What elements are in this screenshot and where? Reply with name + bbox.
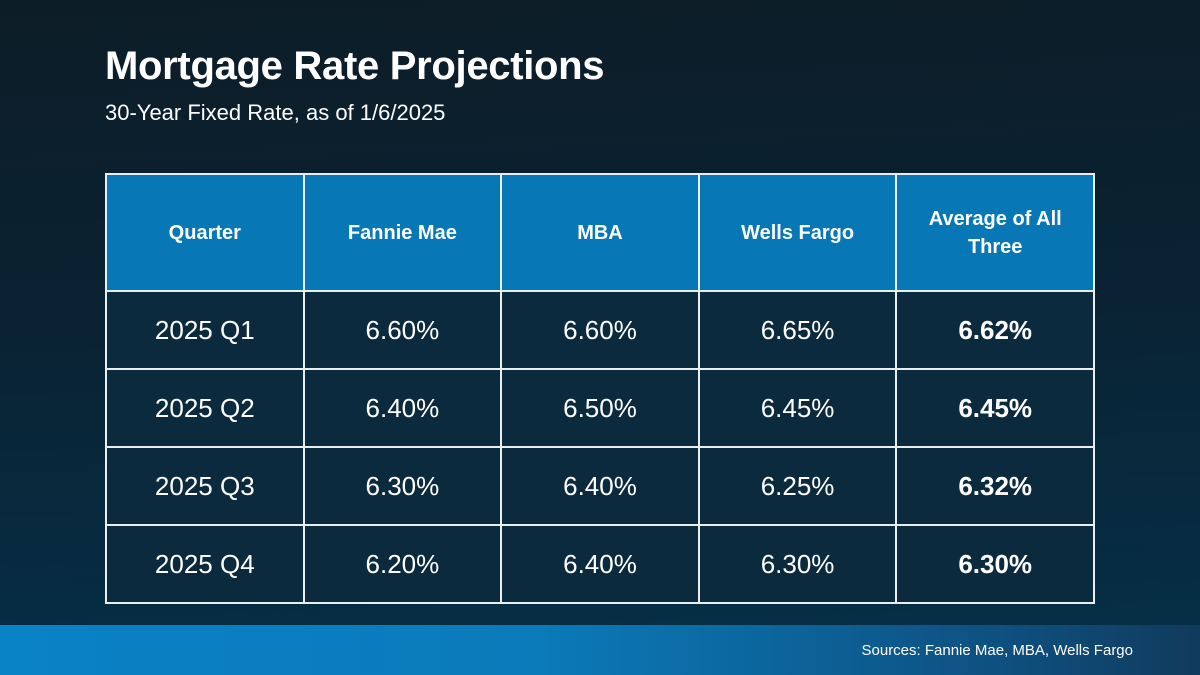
cell-quarter: 2025 Q4 bbox=[105, 524, 305, 604]
table-row: 2025 Q2 6.40% 6.50% 6.45% 6.45% bbox=[105, 368, 1095, 448]
cell-average: 6.30% bbox=[895, 524, 1095, 604]
page-subtitle: 30-Year Fixed Rate, as of 1/6/2025 bbox=[105, 100, 446, 125]
sources-text: Sources: Fannie Mae, MBA, Wells Fargo bbox=[861, 641, 1134, 659]
cell-average: 6.32% bbox=[895, 446, 1095, 526]
cell-mba: 6.60% bbox=[500, 290, 700, 370]
table-row: 2025 Q3 6.30% 6.40% 6.25% 6.32% bbox=[105, 446, 1095, 526]
footer-bar: Sources: Fannie Mae, MBA, Wells Fargo bbox=[0, 625, 1200, 675]
cell-wells-fargo: 6.25% bbox=[697, 446, 898, 526]
cell-quarter: 2025 Q2 bbox=[105, 368, 305, 448]
cell-mba: 6.50% bbox=[500, 368, 700, 448]
cell-fannie-mae: 6.30% bbox=[302, 446, 503, 526]
table-row: 2025 Q4 6.20% 6.40% 6.30% 6.30% bbox=[105, 524, 1095, 604]
cell-wells-fargo: 6.45% bbox=[697, 368, 898, 448]
page-title: Mortgage Rate Projections bbox=[105, 44, 605, 88]
cell-average: 6.62% bbox=[895, 290, 1095, 370]
cell-mba: 6.40% bbox=[500, 446, 700, 526]
cell-fannie-mae: 6.20% bbox=[302, 524, 503, 604]
table-header-row: Quarter Fannie Mae MBA Wells Fargo Avera… bbox=[105, 173, 1095, 292]
cell-average: 6.45% bbox=[895, 368, 1095, 448]
cell-quarter: 2025 Q3 bbox=[105, 446, 305, 526]
column-header-wells-fargo: Wells Fargo bbox=[697, 173, 898, 292]
column-header-average: Average of All Three bbox=[895, 173, 1095, 292]
column-header-mba: MBA bbox=[500, 173, 700, 292]
column-header-quarter: Quarter bbox=[105, 173, 305, 292]
cell-wells-fargo: 6.30% bbox=[697, 524, 898, 604]
mortgage-rate-table: Quarter Fannie Mae MBA Wells Fargo Avera… bbox=[105, 173, 1095, 604]
column-header-fannie-mae: Fannie Mae bbox=[302, 173, 503, 292]
cell-mba: 6.40% bbox=[500, 524, 700, 604]
cell-wells-fargo: 6.65% bbox=[697, 290, 898, 370]
cell-fannie-mae: 6.40% bbox=[302, 368, 503, 448]
table-row: 2025 Q1 6.60% 6.60% 6.65% 6.62% bbox=[105, 290, 1095, 370]
cell-fannie-mae: 6.60% bbox=[302, 290, 503, 370]
cell-quarter: 2025 Q1 bbox=[105, 290, 305, 370]
